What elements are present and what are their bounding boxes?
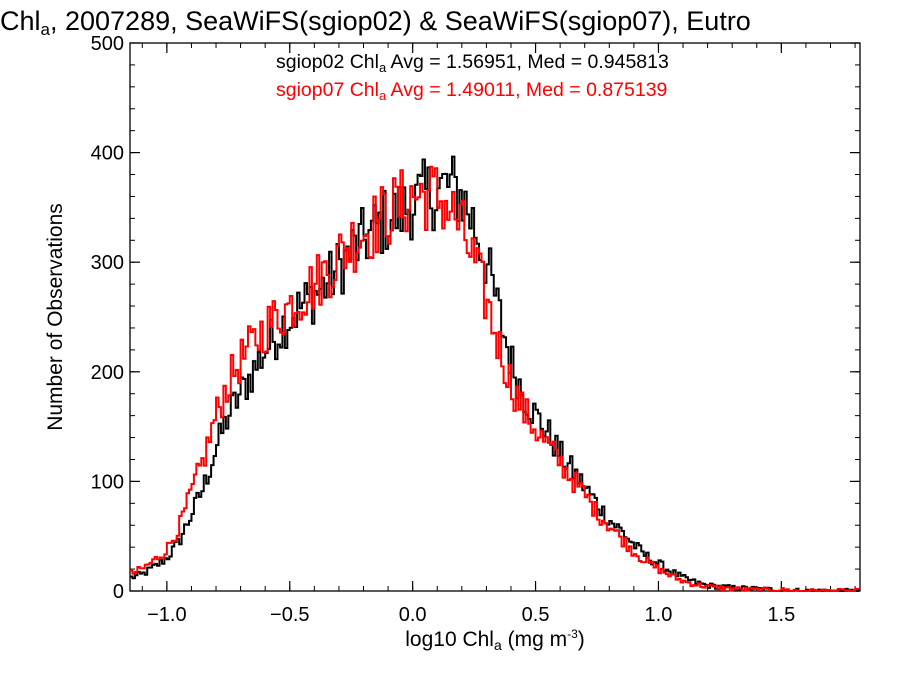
y-tick-label: 200 — [91, 362, 124, 384]
x-tick-label: 1.0 — [645, 604, 673, 626]
series-layer — [130, 155, 860, 592]
x-tick-label: −1.0 — [147, 604, 186, 626]
legend-subscript: a — [378, 88, 387, 103]
x-tick-label: −0.5 — [270, 604, 309, 626]
chart-title: Chla, 2007289, SeaWiFS(sgiop02) & SeaWiF… — [0, 4, 900, 38]
series-line-sgiop02 — [130, 155, 860, 592]
y-tick-label: 500 — [91, 33, 124, 55]
x-tick-label: 0.0 — [399, 604, 427, 626]
y-tick-label: 100 — [91, 471, 124, 493]
title-subscript: a — [40, 20, 50, 38]
x-axis-label: log10 Chla (mg m-3) — [0, 628, 900, 652]
legend-entry-sgiop02: sgiop02 Chla Avg = 1.56951, Med = 0.9458… — [276, 50, 669, 74]
y-axis-ticks: 0 100 200 300 400 500 — [91, 33, 860, 603]
xlabel-prefix: log10 Chl — [405, 628, 494, 651]
xlabel-subscript: a — [493, 637, 502, 653]
xlabel-mid: (mg m — [501, 628, 568, 651]
legend-prefix: sgiop02 Chl — [276, 51, 379, 73]
series-line-sgiop07 — [130, 165, 860, 592]
legend-prefix: sgiop07 Chl — [276, 79, 379, 101]
y-tick-label: 400 — [91, 143, 124, 165]
y-tick-label: 300 — [91, 252, 124, 274]
legend-text: Avg = 1.49011, Med = 0.875139 — [386, 79, 668, 101]
title-rest: , 2007289, SeaWiFS(sgiop02) & SeaWiFS(sg… — [49, 6, 751, 36]
xlabel-suffix: ) — [577, 628, 585, 651]
y-tick-label: 0 — [113, 581, 124, 603]
x-tick-label: 0.5 — [522, 604, 550, 626]
legend-entry-sgiop07: sgiop07 Chla Avg = 1.49011, Med = 0.8751… — [276, 78, 667, 102]
y-axis-label: Number of Observations — [44, 203, 67, 431]
legend-subscript: a — [378, 60, 387, 75]
x-tick-label: 1.5 — [767, 604, 795, 626]
legend-text: Avg = 1.56951, Med = 0.945813 — [386, 51, 669, 73]
xlabel-superscript: -3 — [567, 627, 578, 641]
x-axis-ticks: −1.0 −0.5 0.0 0.5 1.0 1.5 — [141, 43, 856, 626]
plot-frame — [129, 42, 861, 592]
title-prefix: Chl — [0, 6, 41, 36]
